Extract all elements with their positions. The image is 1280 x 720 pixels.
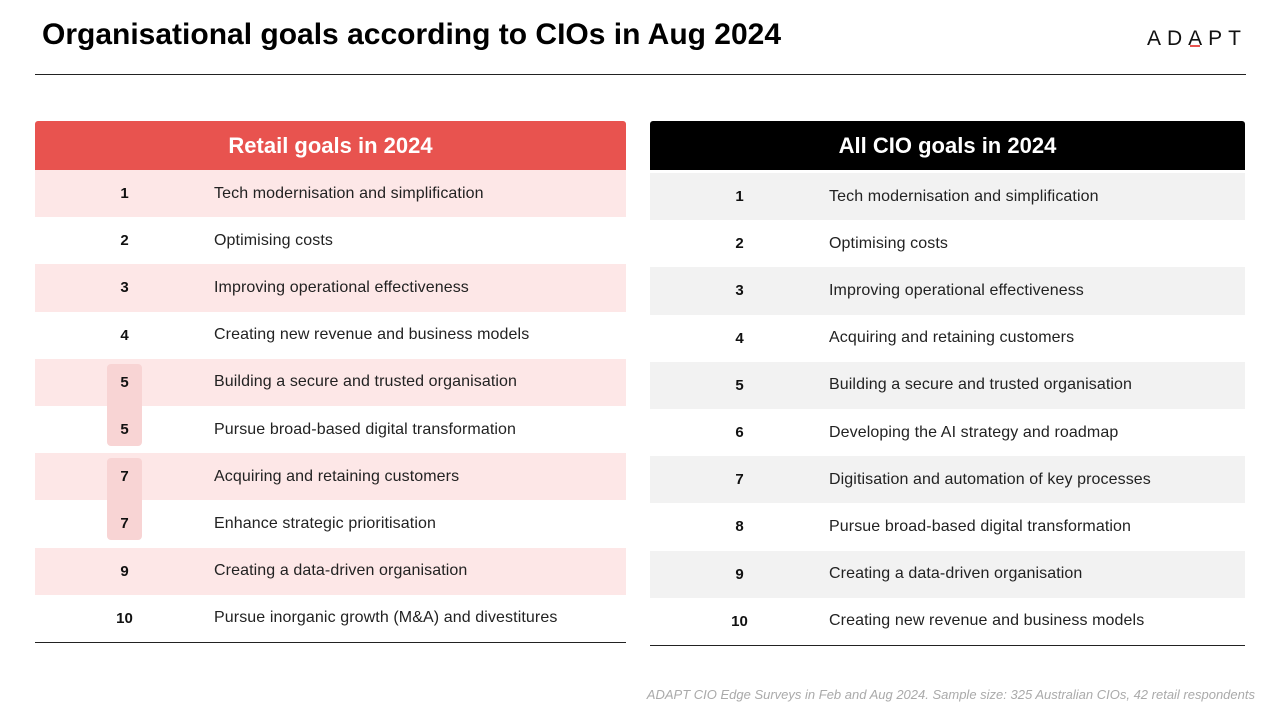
rank-cell: 1 [735, 188, 744, 206]
tie-highlight-rank-7 [107, 458, 142, 540]
page-title: Organisational goals according to CIOs i… [42, 18, 782, 51]
table-row: 9 Creating a data-driven organisation [35, 547, 626, 595]
rank-cell: 7 [120, 468, 129, 486]
rank-cell: 2 [735, 235, 744, 253]
rank-cell: 1 [120, 185, 129, 203]
goal-cell: Building a secure and trusted organisati… [214, 373, 518, 391]
goal-cell: Optimising costs [829, 234, 948, 252]
rank-cell: 10 [731, 612, 748, 630]
table-row: 5 Building a secure and trusted organisat… [35, 358, 626, 406]
table-row: 8 Pursue broad-based digital transformati… [650, 503, 1245, 550]
table-row: 1 Tech modernisation and simplification [650, 173, 1245, 221]
goal-cell: Pursue broad-based digital transformatio… [829, 517, 1132, 535]
goal-cell: Improving operational effectiveness [214, 278, 469, 296]
rank-cell: 6 [735, 424, 744, 442]
goal-cell: Creating a data-driven organisation [214, 562, 468, 580]
rank-cell: 5 [120, 421, 129, 439]
goal-cell: Building a secure and trusted organisati… [829, 376, 1133, 394]
table-row: 3 Improving operational effectiveness [650, 267, 1245, 315]
rank-cell: 10 [116, 609, 133, 627]
table-row: 3 Improving operational effectiveness [35, 264, 626, 312]
table-row: 5 Building a secure and trusted organisat… [650, 361, 1245, 409]
source-footnote: ADAPT CIO Edge Surveys in Feb and Aug 20… [646, 687, 1255, 702]
goal-cell: Optimising costs [214, 231, 333, 249]
rank-cell: 7 [735, 471, 744, 489]
goal-cell: Creating new revenue and business models [214, 326, 530, 344]
table-row: 4 Creating new revenue and business model… [35, 312, 626, 359]
retail-goals-table: Retail goals in 2024 1 Tech modernisation… [35, 121, 626, 643]
rank-cell: 4 [735, 329, 744, 347]
goal-cell: Acquiring and retaining customers [214, 467, 460, 485]
goal-cell: Creating a data-driven organisation [829, 565, 1083, 583]
goal-cell: Tech modernisation and simplification [214, 184, 484, 202]
rank-cell: 2 [120, 232, 129, 250]
goal-cell: Acquiring and retaining customers [829, 329, 1075, 347]
table-row: 1 Tech modernisation and simplification [35, 170, 626, 218]
rank-cell: 5 [735, 376, 744, 394]
goal-cell: Enhance strategic prioritisation [214, 514, 436, 532]
table-row: 10 Pursue inorganic growth (M&A) and dive… [35, 595, 626, 642]
table-row: 6 Developing the AI strategy and roadmap [650, 409, 1245, 456]
tie-highlight-rank-5 [107, 364, 142, 446]
table-row: 9 Creating a data-driven organisation [650, 550, 1245, 598]
table-row: 7 Enhance strategic prioritisation [35, 500, 626, 547]
retail-goals-header: Retail goals in 2024 [35, 121, 626, 170]
rank-cell: 5 [120, 373, 129, 391]
table-row: 4 Acquiring and retaining customers [650, 315, 1245, 362]
rank-cell: 9 [735, 565, 744, 583]
rank-cell: 7 [120, 515, 129, 533]
table-row: 10 Creating new revenue and business mode… [650, 598, 1245, 645]
table-row: 7 Acquiring and retaining customers [35, 453, 626, 501]
all-cio-goals-header: All CIO goals in 2024 [650, 121, 1245, 170]
table-row: 7 Digitisation and automation of key proc… [650, 456, 1245, 504]
adapt-logo: ADAPT [1146, 27, 1247, 50]
rank-cell: 4 [120, 326, 129, 344]
table-bottom-rule [35, 641, 626, 643]
table-row: 2 Optimising costs [35, 217, 626, 264]
table-row: 5 Pursue broad-based digital transformati… [35, 406, 626, 453]
goal-cell: Improving operational effectiveness [829, 281, 1084, 299]
all-cio-goals-table: All CIO goals in 2024 1 Tech modernisatio… [650, 121, 1245, 646]
goal-cell: Creating new revenue and business models [829, 612, 1145, 630]
rank-cell: 9 [120, 562, 129, 580]
goal-cell: Developing the AI strategy and roadmap [829, 423, 1119, 441]
title-divider [35, 74, 1246, 75]
rank-cell: 3 [120, 279, 129, 297]
goal-cell: Digitisation and automation of key proce… [829, 470, 1151, 488]
table-bottom-rule [650, 644, 1245, 646]
goal-cell: Pursue broad-based digital transformatio… [214, 420, 517, 438]
goal-cell: Pursue inorganic growth (M&A) and divest… [214, 609, 558, 627]
rank-cell: 8 [735, 518, 744, 536]
goal-cell: Tech modernisation and simplification [829, 187, 1099, 205]
table-row: 2 Optimising costs [650, 220, 1245, 267]
rank-cell: 3 [735, 282, 744, 300]
